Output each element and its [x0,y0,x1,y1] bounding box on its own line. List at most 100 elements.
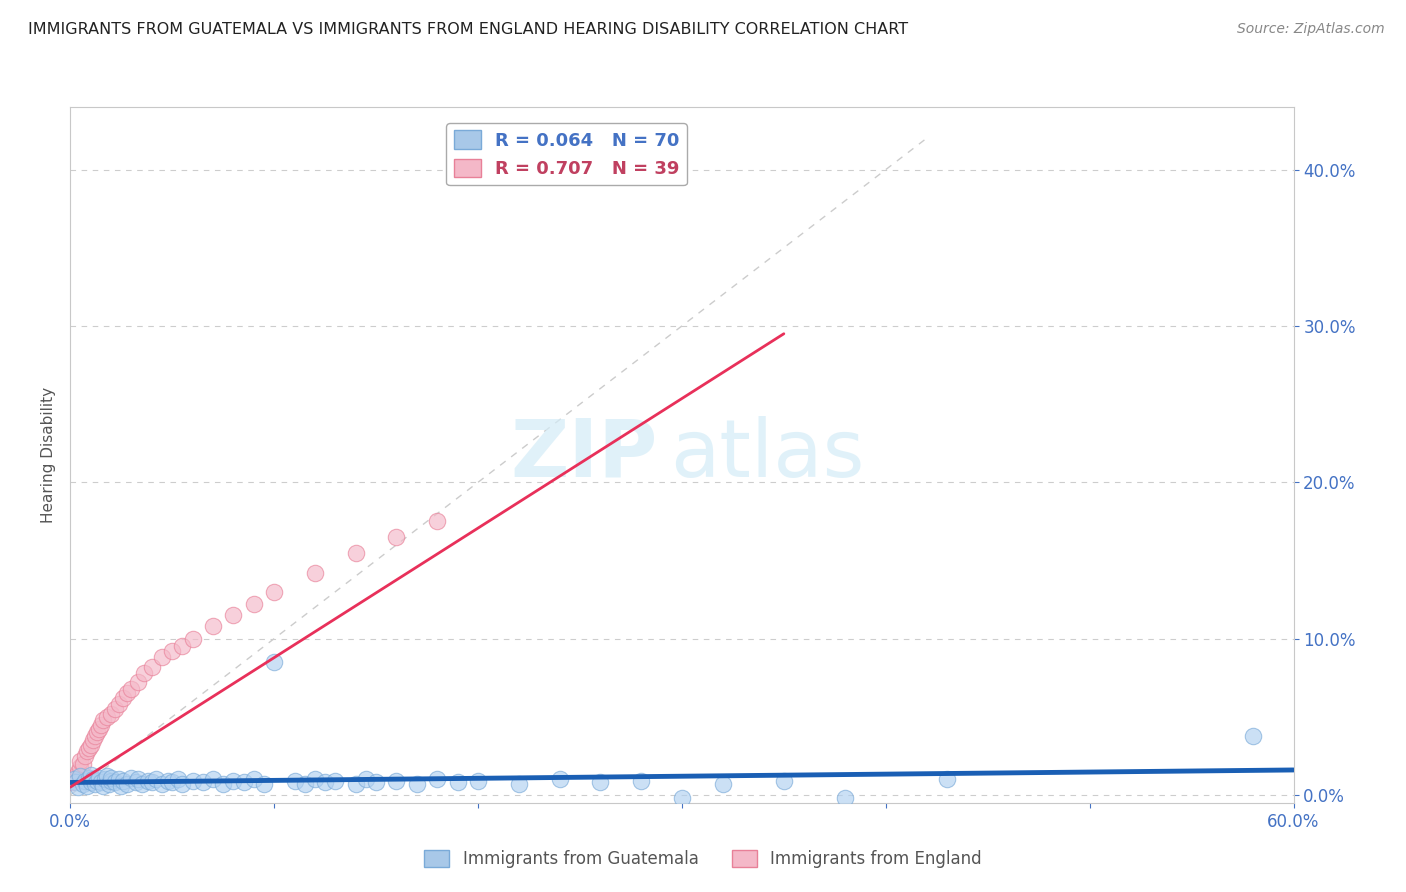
Point [63,772,86,787]
Point [127,675,149,690]
Point [232,775,254,789]
Point [76,744,98,758]
Point [385,530,408,544]
Point [294,777,316,791]
Point [90,775,112,789]
Point [67,764,90,779]
Point [366,775,388,789]
Point [243,772,266,787]
Point [69,769,91,783]
Y-axis label: Hearing Disability: Hearing Disability [41,387,56,523]
Point [117,686,139,700]
Point [157,773,180,788]
Point [385,773,408,788]
Point [127,772,149,787]
Point [112,691,135,706]
Point [1241,729,1264,743]
Point [110,779,132,793]
Point [344,546,367,560]
Point [86,773,108,788]
Point [162,775,183,789]
Point [65,769,87,783]
Point [426,514,449,528]
Point [82,772,104,787]
Point [69,754,91,768]
Point [124,775,146,789]
Point [304,772,326,787]
Point [104,775,127,789]
Point [121,681,143,696]
Point [191,775,214,789]
Point [181,632,204,646]
Point [212,777,235,791]
Point [834,791,856,805]
Legend: R = 0.064   N = 70, R = 0.707   N = 39: R = 0.064 N = 70, R = 0.707 N = 39 [446,123,686,186]
Text: IMMIGRANTS FROM GUATEMALA VS IMMIGRANTS FROM ENGLAND HEARING DISABILITY CORRELAT: IMMIGRANTS FROM GUATEMALA VS IMMIGRANTS … [28,22,908,37]
Point [98,777,121,791]
Legend: Immigrants from Guatemala, Immigrants from England: Immigrants from Guatemala, Immigrants fr… [418,843,988,875]
Point [426,772,449,787]
Point [406,777,429,791]
Point [77,741,100,756]
Point [172,777,194,791]
Point [202,619,225,633]
Point [79,775,103,789]
Point [141,775,163,789]
Point [548,772,571,787]
Point [87,771,110,785]
Point [104,702,127,716]
Point [79,738,103,752]
Point [136,773,159,788]
Point [72,756,94,771]
Point [94,772,117,787]
Point [72,777,94,791]
Point [773,773,796,788]
Point [323,773,347,788]
Point [711,777,734,791]
Point [181,773,204,788]
Point [243,597,266,611]
Point [83,777,105,791]
Point [222,608,245,623]
Text: ZIP: ZIP [510,416,658,494]
Point [108,698,131,712]
Point [100,706,122,721]
Point [671,791,693,805]
Point [112,773,135,788]
Point [150,777,173,791]
Point [82,733,104,747]
Point [67,780,90,794]
Point [141,660,163,674]
Point [100,771,122,785]
Point [253,777,276,791]
Point [314,775,336,789]
Point [589,775,612,789]
Point [936,772,959,787]
Point [73,773,96,788]
Point [90,717,112,731]
Point [108,772,131,787]
Point [630,773,652,788]
Point [117,777,139,791]
Point [87,723,110,737]
Point [69,760,91,774]
Point [76,779,98,793]
Point [60,775,83,789]
Point [145,772,167,787]
Point [447,775,470,789]
Point [86,725,108,739]
Point [100,773,122,788]
Point [222,773,245,788]
Point [96,769,118,783]
Point [131,777,153,791]
Point [79,767,103,781]
Point [304,566,326,580]
Point [150,650,173,665]
Point [65,775,87,789]
Point [121,771,143,785]
Point [202,772,225,787]
Point [91,779,114,793]
Point [284,773,307,788]
Point [344,777,367,791]
Text: atlas: atlas [669,416,865,494]
